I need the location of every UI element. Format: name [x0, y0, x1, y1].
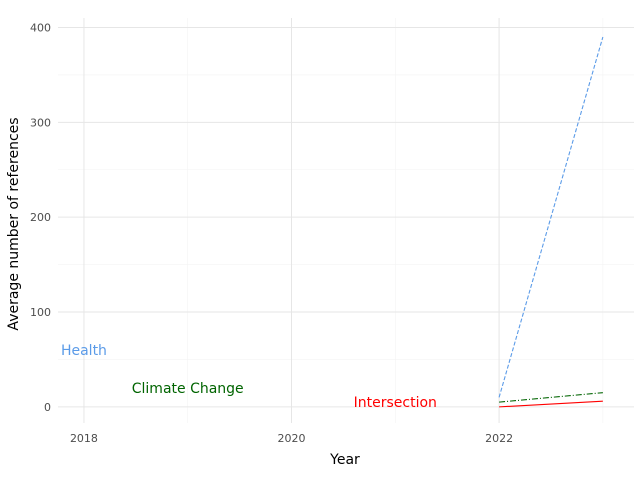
x-tick-label: 2022 [485, 432, 513, 445]
x-axis-title: Year [329, 452, 360, 468]
y-tick-label: 0 [44, 401, 51, 414]
series-label-climate-change: Climate Change [132, 381, 244, 397]
x-tick-label: 2020 [278, 432, 306, 445]
series-label-intersection: Intersection [354, 395, 437, 411]
minor-grid [58, 18, 634, 423]
y-axis-title: Average number of references [6, 117, 22, 330]
y-tick-label: 100 [30, 306, 51, 319]
series-line-climate-change [499, 392, 603, 403]
series-line-intersection [499, 400, 603, 408]
y-tick-label: 300 [30, 116, 51, 129]
tick-labels: 2018 2020 2022 0 100 200 300 400 [30, 21, 513, 445]
y-tick-label: 400 [30, 21, 51, 34]
major-grid [58, 18, 634, 423]
series-label-health: Health [61, 343, 107, 359]
series-labels: Health Climate Change Intersection [61, 343, 437, 411]
series-lines [498, 36, 604, 408]
x-tick-label: 2018 [70, 432, 98, 445]
series-line-health [498, 36, 604, 398]
y-tick-label: 200 [30, 211, 51, 224]
